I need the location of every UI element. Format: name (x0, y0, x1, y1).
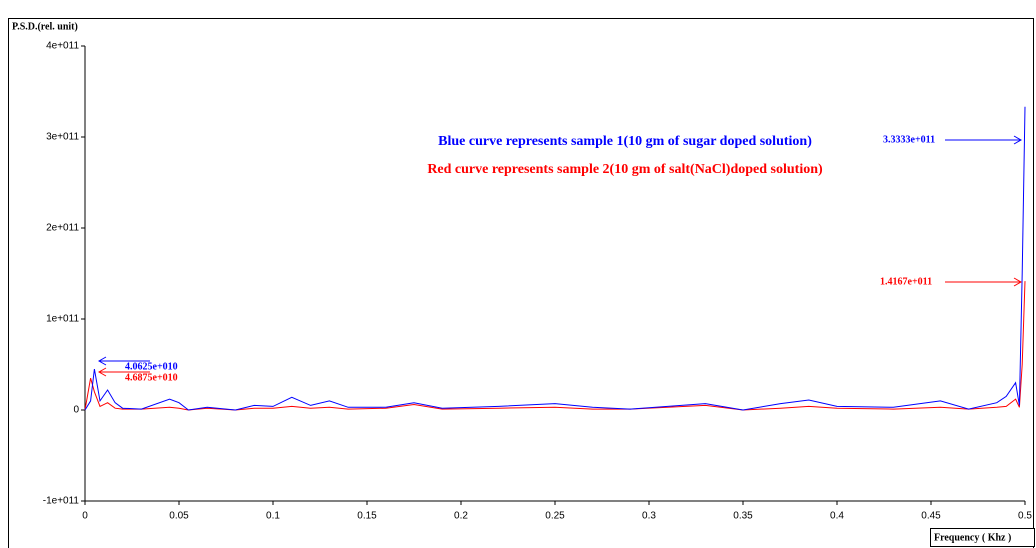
annotation: 1.4167e+011 (880, 276, 932, 287)
annotation: 4.0625e+010 (125, 361, 178, 372)
x-tick-label: 0.1 (266, 511, 280, 522)
x-tick-label: 0.35 (733, 511, 753, 522)
annotation-arrowhead (97, 367, 107, 377)
x-tick-label: 0.5 (1018, 511, 1032, 522)
y-tick-label: 0 (73, 405, 79, 416)
frame (8, 18, 1034, 548)
x-tick-label: 0 (82, 511, 88, 522)
x-axis-label: Frequency ( Khz ) (934, 532, 1011, 543)
y-tick-label: 4e+011 (46, 41, 79, 52)
y-tick-label: 2e+011 (46, 223, 79, 234)
x-tick-label: 0.4 (830, 511, 844, 522)
legend-entry: Red curve represents sample 2(10 gm of s… (427, 162, 823, 177)
y-axis-label: P.S.D.(rel. unit) (12, 21, 78, 32)
annotation: 3.3333e+011 (883, 134, 935, 145)
x-tick-label: 0.45 (921, 511, 941, 522)
annotation-arrowhead (1013, 135, 1023, 145)
annotation-arrowhead (97, 356, 107, 366)
x-tick-label: 0.25 (545, 511, 565, 522)
annotation: 4.6875e+010 (125, 372, 178, 383)
x-tick-label: 0.3 (642, 511, 656, 522)
x-tick-label: 0.15 (357, 511, 377, 522)
y-tick-label: -1e+011 (43, 496, 80, 507)
series-line (84, 106, 1026, 411)
x-label-box (930, 528, 1035, 547)
y-tick-label: 3e+011 (46, 132, 79, 143)
y-tick-label: 1e+011 (46, 314, 79, 325)
annotation-arrowhead (1013, 277, 1023, 287)
legend-entry: Blue curve represents sample 1(10 gm of … (438, 134, 812, 149)
x-tick-label: 0.2 (454, 511, 468, 522)
x-tick-label: 0.05 (169, 511, 189, 522)
